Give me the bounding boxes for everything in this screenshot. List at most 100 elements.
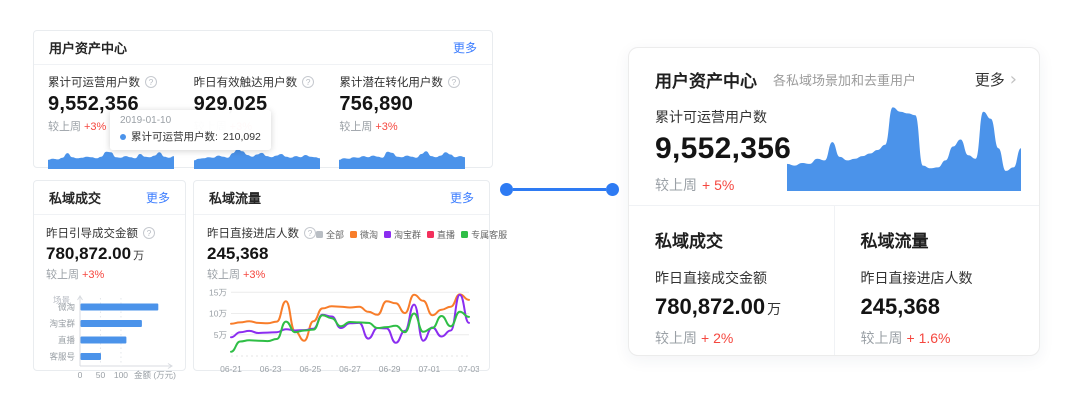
- detail-card: 用户资产中心 各私域场景加和去重用户 更多 › 累计可运营用户数 9,552,3…: [628, 47, 1040, 356]
- cell-title: 私域流量: [860, 232, 929, 251]
- assets-more-link[interactable]: 更多: [452, 41, 477, 55]
- legend-swatch: [461, 231, 469, 238]
- legend-swatch: [350, 231, 358, 238]
- assets-card-header: 用户资产中心 更多: [34, 31, 492, 65]
- metric-value-unit: 万: [133, 250, 145, 262]
- delta-value: +3%: [243, 269, 266, 281]
- metric-label: 昨日有效触达用户数 ?: [194, 74, 333, 90]
- svg-text:客服号: 客服号: [49, 352, 75, 362]
- svg-text:场景: 场景: [53, 295, 70, 305]
- delta-value: + 1.6%: [906, 330, 951, 346]
- svg-text:淘宝群: 淘宝群: [49, 319, 75, 329]
- metric-value: 9,552,356: [48, 93, 139, 115]
- metric-value: 780,872.00 万: [46, 244, 173, 264]
- traffic-line-chart[interactable]: 5万 10万 15万 06-21 06-23 06-25 06-27 06-29 07-01 07…: [207, 284, 479, 384]
- metric-value: 756,890: [339, 93, 414, 115]
- cell-value: 780,872.00 万: [655, 294, 834, 320]
- traffic-card-header: 私域流量 更多: [194, 181, 489, 215]
- private-deals-card: 私域成交 更多 昨日引导成交金额 ? 780,872.00 万 较上周 +3% 场景…: [33, 180, 186, 380]
- delta-label: 较上周: [339, 121, 373, 133]
- legend-item-weitao[interactable]: 微淘: [350, 228, 378, 241]
- legend-label: 专属客服: [471, 230, 508, 240]
- metric-delta: 较上周+3%: [46, 266, 173, 282]
- detail-card-bottom: 私域成交 昨日直接成交金额 780,872.00 万 较上周 + 2% 私域流量 昨…: [629, 206, 1039, 355]
- svg-text:07-03: 07-03: [458, 364, 479, 374]
- legend-item-all[interactable]: 全部: [316, 228, 344, 241]
- detail-card-title: 用户资产中心: [655, 72, 757, 91]
- svg-text:06-25: 06-25: [299, 364, 321, 374]
- zoom-connector: [500, 183, 619, 196]
- tooltip-label: 累计可运营用户数:: [131, 131, 218, 143]
- metric-value: 245,368: [207, 244, 269, 263]
- help-icon[interactable]: ?: [145, 76, 157, 88]
- help-icon[interactable]: ?: [302, 76, 315, 88]
- svg-text:100: 100: [114, 370, 128, 380]
- help-icon[interactable]: ?: [143, 227, 155, 239]
- traffic-more-link[interactable]: 更多: [449, 191, 474, 205]
- legend-label: 淘宝群: [394, 230, 422, 240]
- svg-text:5万: 5万: [214, 330, 227, 340]
- svg-text:06-29: 06-29: [379, 364, 401, 374]
- detail-deals-cell: 私域成交 昨日直接成交金额 780,872.00 万 较上周 + 2%: [629, 206, 834, 355]
- delta-label: 较上周: [655, 177, 697, 193]
- svg-text:06-23: 06-23: [260, 364, 282, 374]
- tooltip-series-dot: [120, 133, 126, 140]
- help-icon[interactable]: ?: [304, 227, 316, 239]
- cell-label: 昨日直接进店人数: [860, 270, 973, 286]
- tooltip-date: 2019-01-10: [120, 115, 172, 126]
- chart-legend: 全部 微淘 淘宝群 直播 专属客服: [316, 228, 507, 241]
- private-traffic-card: 私域流量 更多 昨日直接进店人数 ? 245,368 较上周 +3% 全部: [193, 180, 507, 374]
- legend-swatch: [427, 231, 435, 238]
- user-assets-card: 用户资产中心 更多 累计可运营用户数 ? 9,552,356 较上周 +3% 昨日…: [33, 30, 493, 169]
- metric-label-text: 昨日引导成交金额: [46, 228, 138, 240]
- metric-delta: 较上周+3%: [48, 118, 187, 134]
- detail-more-label: 更多: [974, 72, 1005, 89]
- cell-delta: 较上周 + 1.6%: [861, 328, 1040, 348]
- metric-operable-users: 累计可运营用户数 ? 9,552,356 较上周 +3%: [48, 74, 187, 169]
- delta-value: + 2%: [701, 330, 734, 346]
- traffic-top-row: 昨日直接进店人数 ? 245,368 较上周 +3% 全部 微淘: [207, 225, 507, 282]
- traffic-card-title: 私域流量: [209, 191, 262, 206]
- chevron-right-icon: ›: [1009, 68, 1017, 90]
- legend-item-live[interactable]: 直播: [427, 228, 455, 241]
- delta-label: 较上周: [207, 269, 240, 281]
- tooltip-value: 210,092: [222, 130, 261, 143]
- metric-potential-users: 累计潜在转化用户数 ? 756,890 较上周 +3%: [339, 74, 478, 169]
- detail-metric-value: 9,552,356: [655, 132, 792, 165]
- metric-label: 昨日引导成交金额 ?: [46, 225, 173, 241]
- metric-delta: 较上周+3%: [339, 118, 478, 134]
- detail-card-header: 用户资产中心 各私域场景加和去重用户 更多 ›: [655, 67, 1017, 92]
- metric-label-text: 累计可运营用户数: [48, 77, 140, 89]
- cell-delta: 较上周 + 2%: [655, 328, 834, 348]
- metric-label-text: 昨日直接进店人数: [207, 228, 299, 240]
- traffic-metric: 昨日直接进店人数 ? 245,368 较上周 +3%: [207, 225, 316, 282]
- cell-title: 私域成交: [655, 232, 723, 251]
- metric-label-text: 昨日有效触达用户数: [193, 77, 298, 89]
- svg-text:15万: 15万: [209, 287, 227, 297]
- connector-line: [513, 188, 606, 191]
- cell-value-number: 780,872.00: [655, 294, 766, 319]
- legend-item-exclusive-service[interactable]: 专属客服: [461, 228, 507, 241]
- traffic-card-body: 昨日直接进店人数 ? 245,368 较上周 +3% 全部 微淘: [194, 215, 507, 384]
- assets-card-title: 用户资产中心: [49, 41, 128, 56]
- spark-chart-potential-users[interactable]: [339, 139, 466, 169]
- detail-traffic-cell: 私域流量 昨日直接进店人数 245,368 较上周 + 1.6%: [833, 206, 1040, 355]
- svg-text:微淘: 微淘: [58, 302, 75, 312]
- delta-value: +3%: [82, 269, 105, 281]
- detail-more-link[interactable]: 更多 ›: [975, 69, 1017, 90]
- spark-chart-operable-users[interactable]: [48, 139, 174, 169]
- legend-label: 微淘: [360, 230, 379, 240]
- chart-tooltip: 2019-01-10 累计可运营用户数: 210,092: [110, 110, 271, 150]
- help-icon[interactable]: ?: [447, 76, 460, 88]
- cell-label: 昨日直接成交金额: [655, 270, 767, 286]
- deals-more-link[interactable]: 更多: [145, 191, 170, 205]
- legend-label: 全部: [326, 230, 345, 240]
- legend-item-taobao-group[interactable]: 淘宝群: [384, 228, 421, 241]
- detail-area-chart[interactable]: [787, 101, 1021, 191]
- spark-chart-reached-users[interactable]: [193, 139, 320, 169]
- cell-value-unit: 万: [767, 301, 782, 317]
- detail-metric-delta: 较上周 + 5%: [655, 175, 1017, 195]
- svg-text:0: 0: [78, 370, 83, 380]
- svg-text:50: 50: [96, 370, 106, 380]
